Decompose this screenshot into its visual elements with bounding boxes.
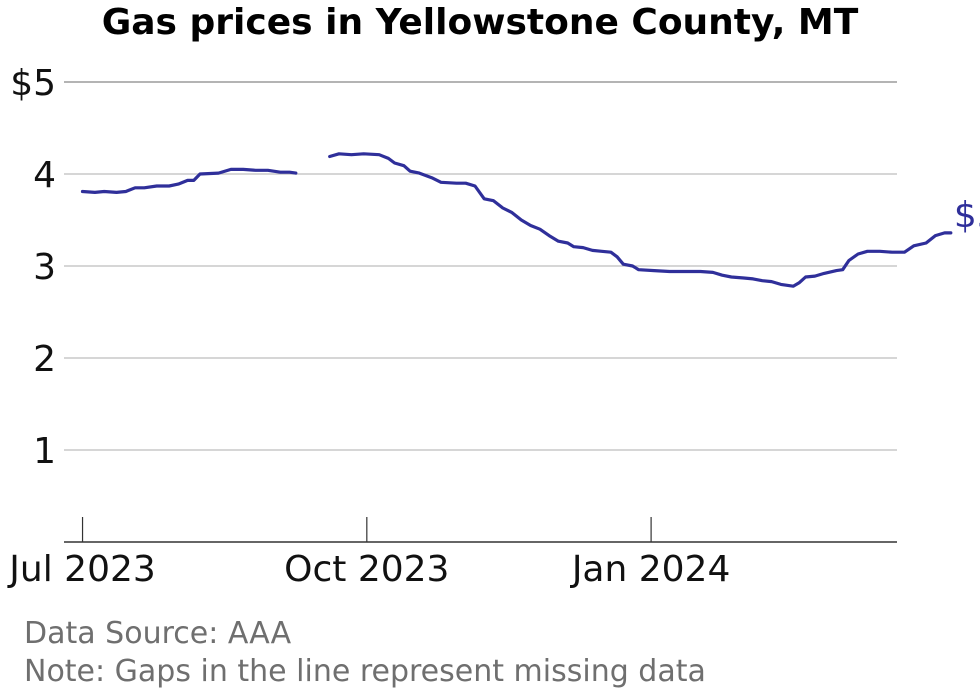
y-tick-label-4: 4 — [33, 155, 56, 196]
annotations: $3.36 — [954, 195, 980, 236]
latest-value-label: $3.36 — [954, 195, 980, 236]
gridlines — [64, 81, 897, 451]
series-line-segment-2 — [328, 152, 953, 288]
x-tick-label-0: Jul 2023 — [7, 549, 156, 590]
y-tick-label-5: $5 — [10, 63, 56, 104]
x-tick-label-2: Jan 2024 — [570, 549, 731, 590]
series-line-segment-1 — [80, 167, 298, 194]
y-axis: 1 2 3 4 $5 — [10, 63, 56, 472]
y-tick-label-1: 1 — [33, 431, 56, 472]
y-tick-label-3: 3 — [33, 247, 56, 288]
chart-title: Gas prices in Yellowstone County, MT — [101, 2, 859, 43]
data-source-note: Data Source: AAA — [24, 616, 292, 651]
missing-data-note: Note: Gaps in the line represent missing… — [24, 654, 706, 689]
x-tick-label-1: Oct 2023 — [284, 549, 449, 590]
series-lines — [80, 152, 953, 288]
x-axis: Jul 2023 Oct 2023 Jan 2024 — [7, 517, 897, 590]
y-tick-label-2: 2 — [33, 339, 56, 380]
